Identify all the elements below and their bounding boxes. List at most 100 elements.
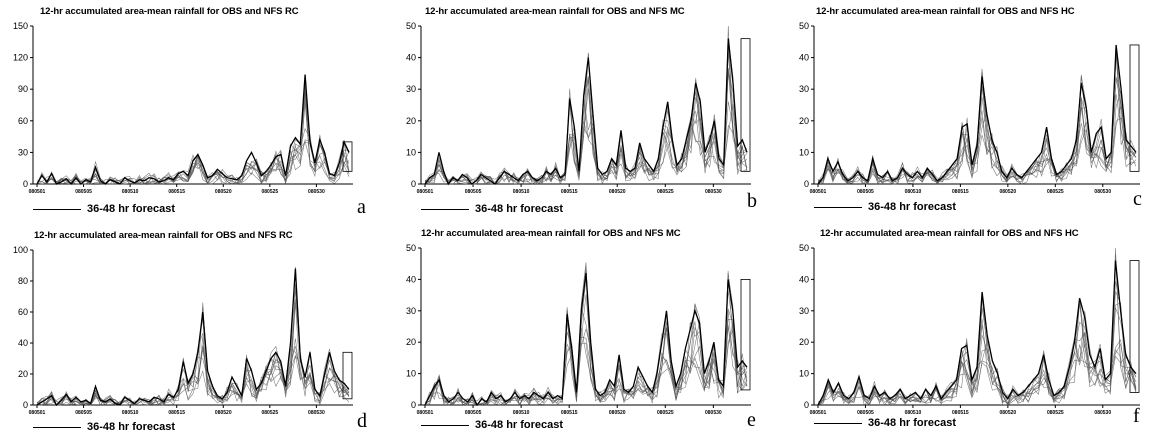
ensemble-line — [424, 262, 748, 406]
legend-line-swatch — [421, 208, 469, 210]
legend: 36-48 hr forecast — [421, 419, 563, 431]
legend-line-swatch — [33, 208, 81, 210]
x-tick-label: 080501 — [417, 189, 434, 195]
y-tick-label: 20 — [406, 116, 416, 126]
x-tick-label: 080515 — [168, 189, 185, 195]
x-tick-label: 080505 — [75, 410, 92, 416]
y-tick-label: 50 — [799, 21, 809, 31]
panel-letter: f — [1133, 405, 1140, 427]
chart-svg: 0 10 20 30 40 50 080501 080505 080510 080515 08052… — [406, 21, 751, 195]
legend-label: 36-48 hr forecast — [868, 417, 957, 429]
chart-panel-e: 12-hr accumulated area-mean rainfall for… — [385, 222, 770, 442]
ensemble-line — [36, 307, 350, 406]
range-box — [342, 141, 353, 172]
y-tick-label: 150 — [13, 21, 28, 31]
x-tick-label: 080505 — [857, 410, 874, 416]
panel-letter: a — [357, 196, 366, 218]
obs-series-line — [36, 268, 350, 407]
x-tick-label: 080530 — [308, 410, 325, 416]
chart-svg: 0 10 20 30 40 50 080501 080505 080510 080515 08052… — [799, 21, 1140, 195]
x-tick-label: 080520 — [609, 189, 626, 195]
x-tick-label: 080510 — [905, 410, 922, 416]
x-tick-label: 080520 — [1000, 189, 1017, 195]
x-tick-label: 080510 — [122, 189, 139, 195]
x-tick-label: 080520 — [215, 189, 232, 195]
legend: 36-48 hr forecast — [33, 203, 175, 215]
y-tick-label: 40 — [406, 274, 416, 284]
x-tick-label: 080505 — [857, 189, 874, 195]
x-tick-label: 080525 — [657, 410, 674, 416]
obs-series-line — [817, 260, 1137, 406]
chart-panel-c: 12-hr accumulated area-mean rainfall for… — [780, 0, 1160, 220]
legend: 36-48 hr forecast — [814, 201, 956, 213]
legend-label: 36-48 hr forecast — [475, 203, 564, 215]
x-tick-label: 080501 — [810, 189, 827, 195]
range-box — [740, 279, 751, 391]
chart-panel-d: 12-hr accumulated area-mean rainfall for… — [0, 222, 370, 442]
legend: 36-48 hr forecast — [33, 421, 175, 433]
y-tick-label: 10 — [406, 369, 416, 379]
x-tick-label: 080520 — [215, 410, 232, 416]
y-tick-label: 60 — [18, 116, 28, 126]
ensemble-line — [36, 298, 350, 406]
ensemble-line — [424, 265, 748, 406]
y-tick-label: 0 — [23, 400, 28, 410]
y-tick-label: 50 — [799, 243, 809, 253]
panel-letter: c — [1133, 188, 1142, 210]
x-tick-label: 080505 — [75, 189, 92, 195]
x-tick-label: 080525 — [657, 189, 674, 195]
ensemble-line — [424, 294, 748, 406]
chart-title: 12-hr accumulated area-mean rainfall for… — [425, 6, 685, 17]
ensemble-line — [817, 291, 1137, 406]
ensemble-line — [36, 289, 350, 406]
x-tick-label: 080510 — [513, 410, 530, 416]
y-tick-label: 30 — [406, 84, 416, 94]
x-tick-label: 080525 — [261, 189, 278, 195]
ensemble-line — [817, 47, 1137, 185]
y-tick-label: 50 — [406, 21, 416, 31]
y-tick-label: 50 — [406, 243, 416, 253]
x-tick-label: 080510 — [122, 410, 139, 416]
ensemble-line — [36, 333, 350, 406]
y-tick-label: 0 — [804, 179, 809, 189]
x-tick-label: 080501 — [29, 189, 46, 195]
panel-letter: d — [357, 410, 367, 432]
ensemble-line — [424, 67, 748, 185]
y-tick-label: 10 — [799, 369, 809, 379]
legend-line-swatch — [814, 206, 862, 208]
y-tick-label: 90 — [18, 84, 28, 94]
ensemble-line — [424, 307, 748, 406]
obs-series-line — [424, 273, 748, 407]
ensemble-line — [424, 321, 748, 406]
range-box — [1129, 260, 1140, 393]
range-box — [740, 38, 751, 172]
x-tick-label: 080505 — [465, 189, 482, 195]
x-tick-label: 080515 — [952, 189, 969, 195]
y-tick-label: 0 — [411, 400, 416, 410]
x-tick-label: 080520 — [609, 410, 626, 416]
ensemble-line — [36, 139, 350, 185]
x-tick-label: 080515 — [561, 410, 578, 416]
ensemble-line — [817, 247, 1137, 406]
ensemble-line — [817, 55, 1137, 185]
y-tick-label: 30 — [18, 147, 28, 157]
y-tick-label: 20 — [799, 116, 809, 126]
ensemble-line — [37, 319, 350, 406]
y-tick-label: 40 — [18, 338, 28, 348]
range-box — [1129, 44, 1140, 172]
y-tick-label: 0 — [23, 179, 28, 189]
x-tick-label: 080510 — [513, 189, 530, 195]
ensemble-line — [36, 97, 350, 185]
x-tick-label: 080501 — [810, 410, 827, 416]
x-tick-label: 080505 — [465, 410, 482, 416]
x-tick-label: 080515 — [561, 189, 578, 195]
legend-label: 36-48 hr forecast — [868, 201, 957, 213]
y-tick-label: 120 — [13, 53, 28, 63]
y-tick-label: 60 — [18, 307, 28, 317]
chart-title: 12-hr accumulated area-mean rainfall for… — [820, 228, 1079, 239]
y-tick-label: 30 — [799, 306, 809, 316]
legend-label: 36-48 hr forecast — [475, 419, 564, 431]
ensemble-line — [36, 141, 350, 185]
x-tick-label: 080515 — [952, 410, 969, 416]
y-tick-label: 10 — [406, 147, 416, 157]
